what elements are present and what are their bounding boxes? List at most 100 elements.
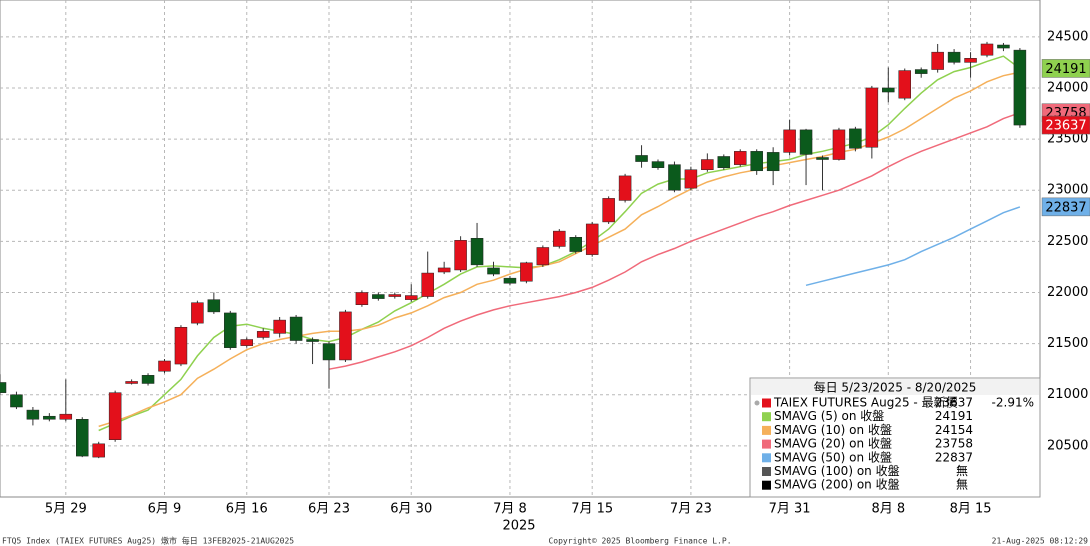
axes: 20500 21000 21500 22000 22500 23000 23500 24000… — [45, 29, 1090, 517]
ma-line — [328, 111, 1021, 370]
candle-body — [388, 294, 402, 297]
candle-body — [602, 198, 615, 223]
candle-body — [947, 51, 961, 63]
candle-body — [816, 157, 829, 160]
candle-body — [421, 272, 434, 297]
candle-body — [207, 299, 221, 313]
legend-value: 無 — [956, 463, 968, 478]
legend-swatch — [762, 398, 771, 408]
candle-body — [783, 129, 796, 153]
candle-body — [43, 415, 56, 420]
candle-body — [734, 151, 747, 165]
candle-body — [487, 267, 500, 275]
candle-body — [931, 51, 944, 70]
legend-label: TAIEX FUTURES Aug25 - 最新價 — [773, 395, 958, 410]
candle-body — [882, 87, 895, 93]
legend-value: 23637 — [935, 396, 973, 410]
candle-body — [618, 175, 632, 201]
candle-body — [865, 87, 879, 148]
legend-label: SMAVG (20) on 收盤 — [774, 437, 892, 451]
candle-body — [520, 262, 533, 282]
candle-body — [191, 302, 204, 324]
candle-body — [750, 151, 763, 172]
legend-swatch — [762, 425, 771, 435]
legend-value: 24191 — [935, 409, 973, 423]
x-tick-label: 7月 31 — [769, 502, 811, 517]
y-tick-label: 23000 — [1047, 183, 1088, 198]
candle-body — [553, 230, 566, 247]
y-tick-label: 20500 — [1047, 438, 1088, 453]
candle-body — [372, 294, 385, 299]
legend-swatch — [762, 480, 771, 490]
legend-swatch — [762, 412, 771, 422]
candle-body — [10, 394, 23, 408]
footer-left: FTQ5 Index (TAIEX FUTURES Aug25) 燉市 每日 1… — [2, 536, 294, 546]
candle-body — [651, 161, 665, 168]
candle-body — [141, 375, 155, 384]
candle-body — [470, 238, 484, 266]
candle-body — [437, 267, 451, 273]
last-value-box — [1041, 59, 1090, 78]
candle-body — [717, 156, 731, 168]
candle-body — [684, 169, 698, 189]
last-value-box — [1041, 115, 1090, 135]
x-tick-label: 8月 15 — [950, 502, 992, 517]
x-tick-label: 5月 29 — [45, 502, 87, 517]
candle-body — [0, 382, 7, 393]
candle-body — [240, 339, 253, 346]
legend-title: 每日 5/23/2025 - 8/20/2025 — [814, 380, 977, 395]
candle-body — [306, 339, 319, 342]
x-tick-label: 6月 30 — [390, 502, 432, 517]
candle-body — [26, 409, 40, 420]
legend-label: SMAVG (10) on 收盤 — [774, 423, 892, 437]
legend-value: 23758 — [935, 437, 973, 451]
legend-label: SMAVG (50) on 收盤 — [774, 450, 892, 464]
legend-value: 無 — [956, 477, 968, 492]
y-tick-label: 24500 — [1047, 29, 1088, 44]
candle-body — [964, 58, 977, 63]
legend-label: SMAVG (200) on 收盤 — [774, 478, 900, 492]
candle-body — [914, 69, 928, 74]
x-tick-label: 8月 8 — [871, 502, 905, 517]
last-value-label: 24191 — [1045, 62, 1086, 77]
plot — [0, 41, 1027, 459]
legend-header — [751, 379, 1039, 395]
candle-body — [59, 413, 73, 420]
y-tick-label: 24000 — [1047, 80, 1088, 95]
candle-body — [766, 152, 780, 172]
x-tick-label: 6月 16 — [226, 502, 268, 517]
legend-swatch — [762, 439, 771, 449]
candle-body — [1013, 49, 1027, 126]
candle-body — [256, 331, 270, 338]
candle-body — [273, 319, 286, 334]
candle-body — [125, 381, 138, 384]
last-value-box — [1041, 197, 1090, 217]
footer-center: Copyright© 2025 Bloomberg Finance L.P. — [548, 537, 731, 546]
candle-body — [289, 316, 303, 341]
x-tick-label: 6月 9 — [148, 502, 182, 517]
x-year-label: 2025 — [502, 519, 535, 534]
y-tick-label: 22500 — [1047, 234, 1088, 249]
legend-swatch — [762, 467, 771, 476]
candle-body — [355, 292, 369, 305]
last-value-label: 22837 — [1045, 200, 1086, 215]
candle-body — [898, 70, 911, 99]
y-tick-label: 21000 — [1047, 387, 1088, 402]
candle-body — [92, 443, 105, 458]
x-tick-label: 7月 8 — [493, 502, 527, 517]
legend-label: SMAVG (5) on 收盤 — [774, 409, 884, 423]
candle-body — [569, 237, 582, 252]
legend-label: SMAVG (100) on 收盤 — [774, 464, 900, 478]
candle-body — [339, 311, 352, 361]
y-tick-label: 22000 — [1047, 285, 1088, 300]
candle-body — [503, 277, 517, 284]
last-value-label: 23637 — [1045, 119, 1086, 134]
candle-body — [108, 392, 122, 440]
candle-body — [536, 247, 550, 266]
candle-body — [799, 129, 813, 155]
candle-body — [849, 128, 862, 149]
legend-swatch — [762, 453, 771, 463]
legend-value: 22837 — [935, 450, 973, 464]
legend-change: -2.91% — [992, 396, 1034, 410]
